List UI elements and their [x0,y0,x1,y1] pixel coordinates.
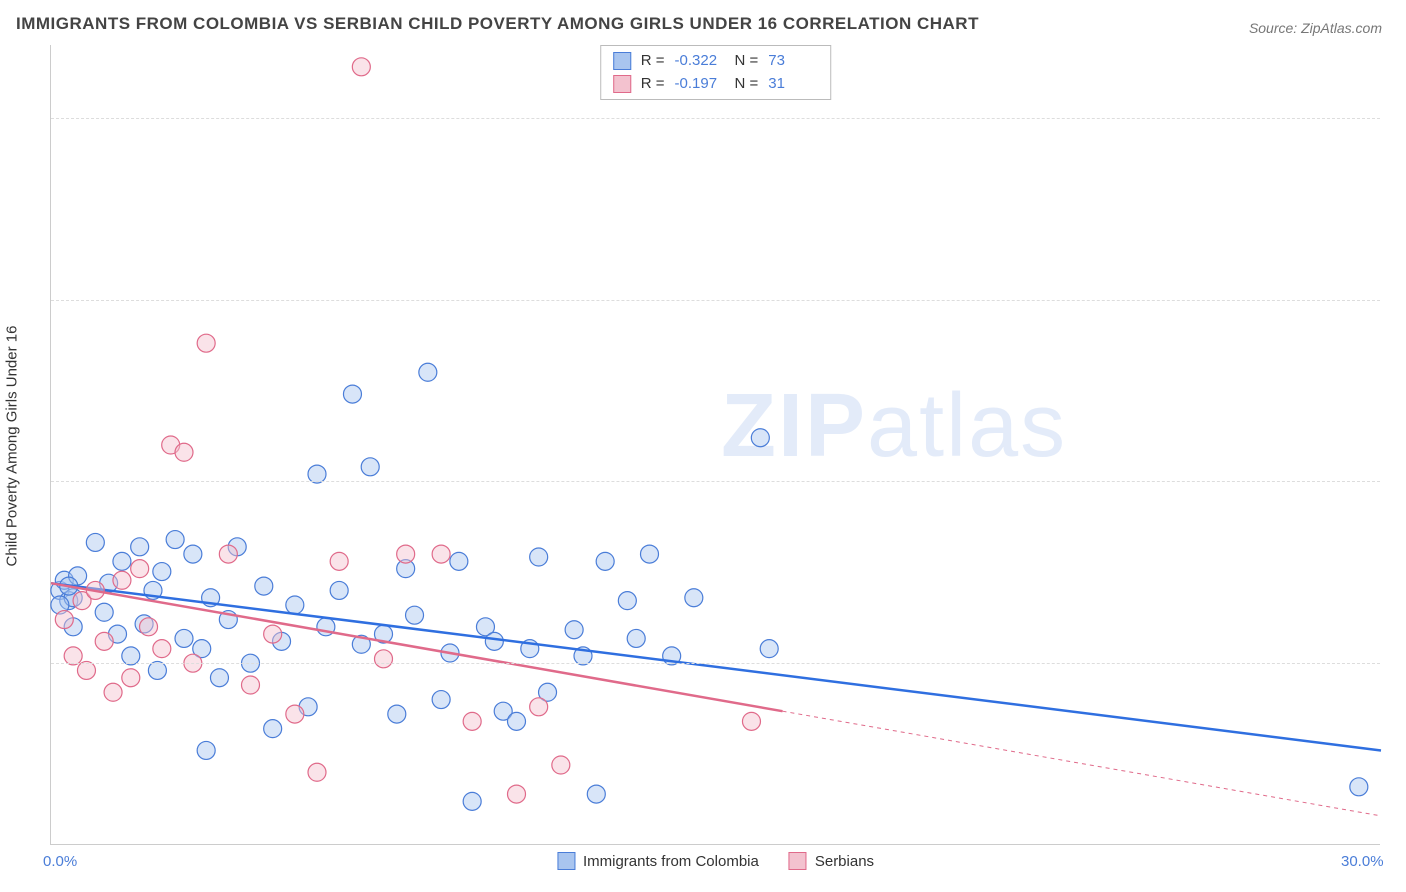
data-point [760,640,778,658]
legend-r-value: -0.322 [675,50,725,73]
trend-line-extrapolated [783,711,1382,816]
data-point [330,581,348,599]
data-point [104,683,122,701]
data-point [308,763,326,781]
data-point [1350,778,1368,796]
data-point [264,720,282,738]
data-point [255,577,273,595]
data-point [242,676,260,694]
data-point [131,560,149,578]
data-point [361,458,379,476]
data-point [618,592,636,610]
legend-n-label: N = [735,50,759,73]
legend-n-label: N = [735,73,759,96]
legend-swatch [613,75,631,93]
data-point [175,443,193,461]
legend-correlation-row: R = -0.197 N = 31 [613,73,819,96]
data-point [219,545,237,563]
data-point [742,712,760,730]
legend-r-label: R = [641,50,665,73]
gridline [51,663,1380,664]
data-point [330,552,348,570]
chart-title: IMMIGRANTS FROM COLOMBIA VS SERBIAN CHIL… [16,14,979,34]
legend-series-label: Serbians [815,853,874,870]
data-point [530,548,548,566]
data-point [86,533,104,551]
y-axis-label: Child Poverty Among Girls Under 16 [4,326,21,567]
legend-series-label: Immigrants from Colombia [583,853,759,870]
legend-swatch [557,852,575,870]
chart-source: Source: ZipAtlas.com [1249,20,1382,36]
data-point [432,691,450,709]
data-point [286,596,304,614]
legend-series-item: Serbians [789,852,874,870]
data-point [397,545,415,563]
x-tick-label: 0.0% [43,853,77,870]
y-tick-label: 50.0% [1390,109,1406,126]
data-point [184,545,202,563]
data-point [153,563,171,581]
data-point [552,756,570,774]
data-point [685,589,703,607]
data-point [55,611,73,629]
data-point [113,571,131,589]
data-point [596,552,614,570]
data-point [508,712,526,730]
data-point [627,629,645,647]
data-point [641,545,659,563]
data-point [485,632,503,650]
data-point [388,705,406,723]
legend-r-label: R = [641,73,665,96]
gridline [51,118,1380,119]
plot-area: ZIPatlas R = -0.322N = 73R = -0.197N = 3… [50,45,1380,845]
data-point [166,531,184,549]
data-point [587,785,605,803]
data-point [463,792,481,810]
legend-series-item: Immigrants from Colombia [557,852,759,870]
data-point [113,552,131,570]
y-tick-label: 25.0% [1390,473,1406,490]
data-point [530,698,548,716]
data-point [131,538,149,556]
data-point [175,629,193,647]
legend-series: Immigrants from Colombia Serbians [557,852,874,870]
x-tick-label: 30.0% [1341,853,1384,870]
data-point [508,785,526,803]
data-point [95,603,113,621]
legend-correlation-row: R = -0.322 N = 73 [613,50,819,73]
data-point [375,650,393,668]
chart-svg [51,45,1380,844]
y-tick-label: 12.5% [1390,655,1406,672]
data-point [352,58,370,76]
data-point [343,385,361,403]
data-point [463,712,481,730]
data-point [197,741,215,759]
legend-n-value: 73 [768,50,818,73]
y-tick-label: 37.5% [1390,291,1406,308]
data-point [406,606,424,624]
legend-r-value: -0.197 [675,73,725,96]
legend-swatch [613,52,631,70]
data-point [432,545,450,563]
legend-swatch [789,852,807,870]
data-point [210,669,228,687]
gridline [51,300,1380,301]
data-point [419,363,437,381]
data-point [153,640,171,658]
legend-n-value: 31 [768,73,818,96]
data-point [140,618,158,636]
data-point [286,705,304,723]
data-point [751,429,769,447]
data-point [450,552,468,570]
data-point [95,632,113,650]
legend-correlation: R = -0.322 N = 73 R = -0.197 N = 31 [600,45,832,100]
data-point [565,621,583,639]
data-point [122,669,140,687]
data-point [197,334,215,352]
data-point [264,625,282,643]
gridline [51,481,1380,482]
